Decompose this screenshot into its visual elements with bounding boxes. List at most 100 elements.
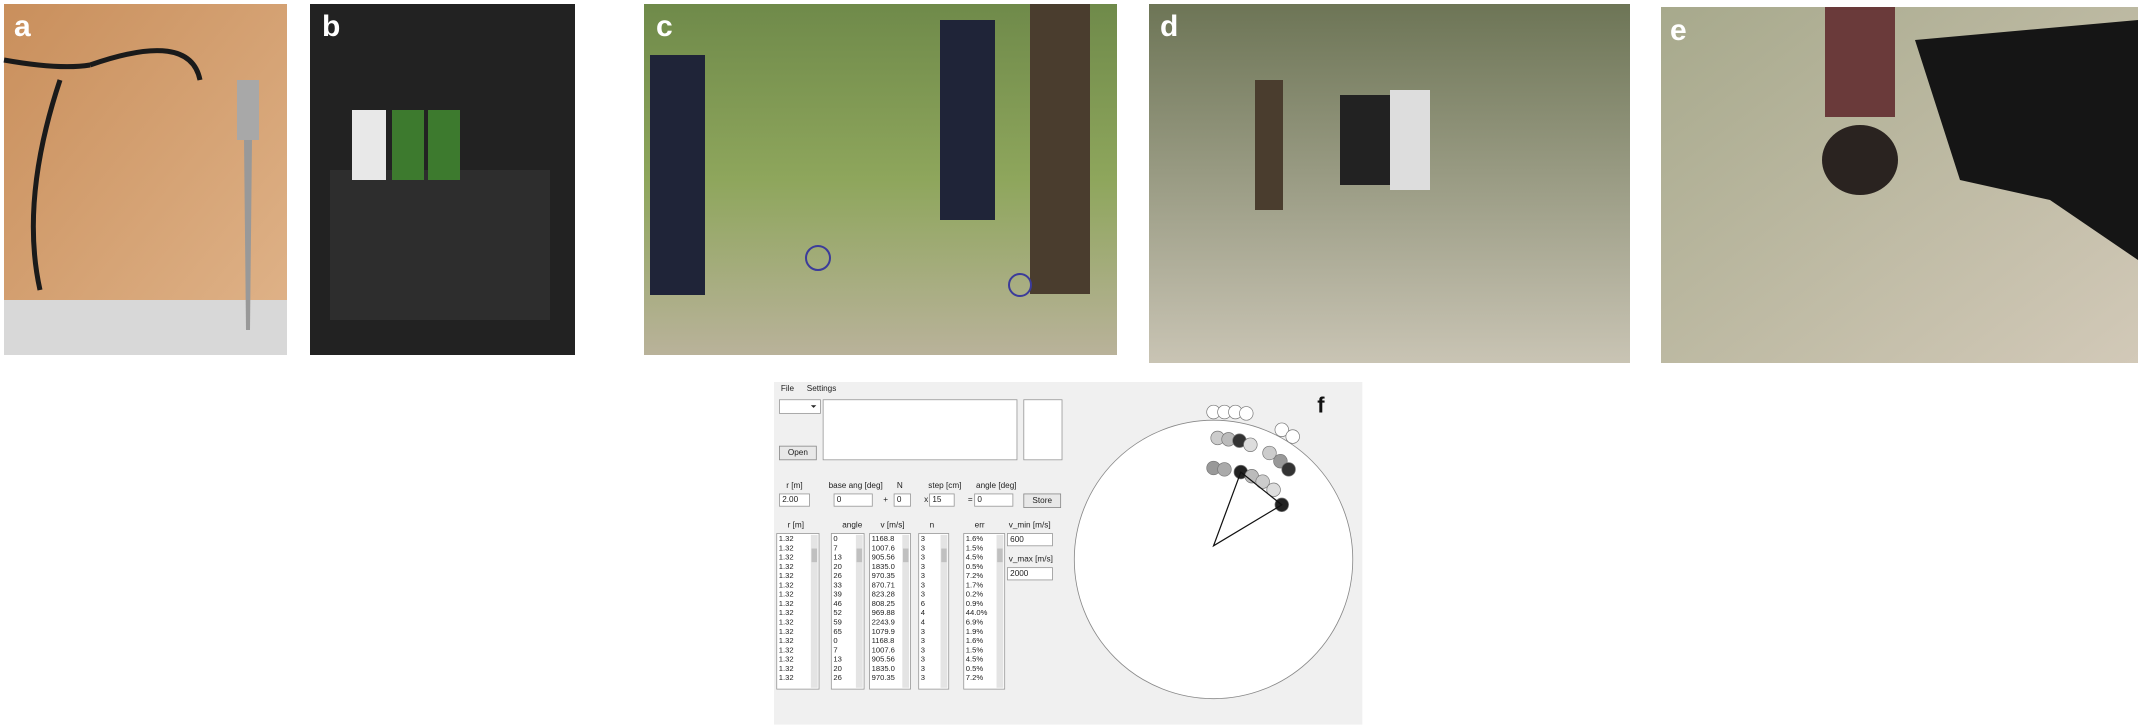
list-item[interactable]: 1.32 (779, 590, 794, 599)
list-item[interactable]: 4.5% (966, 655, 984, 664)
list-item[interactable]: 1.6% (966, 636, 984, 645)
list-item[interactable]: 7 (833, 645, 837, 654)
list-item[interactable]: 1168.8 (872, 534, 895, 543)
list-item[interactable]: 1.32 (779, 534, 794, 543)
list-item[interactable]: 26 (833, 673, 841, 682)
column-header: err (975, 520, 985, 529)
scroll-thumb[interactable] (941, 549, 946, 563)
param-value[interactable]: 0 (977, 495, 982, 504)
list-item[interactable]: 1.32 (779, 636, 794, 645)
list-item[interactable]: 1.32 (779, 562, 794, 571)
list-item[interactable]: 3 (921, 553, 925, 562)
list-item[interactable]: 1835.0 (872, 562, 895, 571)
list-item[interactable]: 808.25 (872, 599, 895, 608)
list-item[interactable]: 20 (833, 664, 841, 673)
list-item[interactable]: 3 (921, 645, 925, 654)
button-label[interactable]: Store (1032, 496, 1052, 505)
list-item[interactable]: 0.5% (966, 664, 984, 673)
list-item[interactable]: 7.2% (966, 673, 984, 682)
column-header: angle (842, 520, 862, 529)
list-item[interactable]: 1.32 (779, 571, 794, 580)
list-item[interactable]: 1.5% (966, 645, 984, 654)
list-item[interactable]: 1.32 (779, 608, 794, 617)
list-item[interactable]: 44.0% (966, 608, 988, 617)
list-item[interactable]: 1.32 (779, 673, 794, 682)
list-item[interactable]: 1007.6 (872, 543, 895, 552)
list-item[interactable]: 6.9% (966, 618, 984, 627)
list-item[interactable]: 33 (833, 580, 841, 589)
param-value[interactable]: 0 (837, 495, 842, 504)
list-item[interactable]: 870.71 (872, 580, 895, 589)
list-item[interactable]: 905.56 (872, 655, 895, 664)
list-item[interactable]: 65 (833, 627, 841, 636)
list-item[interactable]: 1.32 (779, 618, 794, 627)
list-item[interactable]: 823.28 (872, 590, 895, 599)
list-item[interactable]: 1.7% (966, 580, 984, 589)
list-item[interactable]: 7.2% (966, 571, 984, 580)
vmin-value[interactable]: 600 (1010, 535, 1024, 544)
list-item[interactable]: 0 (833, 534, 837, 543)
list-item[interactable]: 3 (921, 627, 925, 636)
list-item[interactable]: 1.5% (966, 543, 984, 552)
list-item[interactable]: 0 (833, 636, 837, 645)
param-value[interactable]: 0 (897, 495, 902, 504)
list-item[interactable]: 6 (921, 599, 925, 608)
list-item[interactable]: 13 (833, 553, 841, 562)
list-item[interactable]: 3 (921, 636, 925, 645)
list-item[interactable]: 4 (921, 608, 926, 617)
scroll-thumb[interactable] (903, 549, 908, 563)
list-item[interactable]: 46 (833, 599, 841, 608)
list-item[interactable]: 20 (833, 562, 841, 571)
operator: x (924, 495, 928, 504)
text-area[interactable] (823, 400, 1017, 460)
list-item[interactable]: 3 (921, 590, 925, 599)
list-item[interactable]: 970.35 (872, 673, 895, 682)
list-item[interactable]: 1.32 (779, 580, 794, 589)
menu-item[interactable]: File (781, 384, 795, 393)
param-value[interactable]: 2.00 (782, 495, 798, 504)
list-item[interactable]: 905.56 (872, 553, 895, 562)
list-item[interactable]: 3 (921, 571, 925, 580)
list-item[interactable]: 26 (833, 571, 841, 580)
list-item[interactable]: 1.32 (779, 543, 794, 552)
list-item[interactable]: 1.32 (779, 599, 794, 608)
list-item[interactable]: 3 (921, 543, 925, 552)
list-item[interactable]: 1.32 (779, 553, 794, 562)
list-item[interactable]: 0.2% (966, 590, 984, 599)
param-value[interactable]: 15 (932, 495, 942, 504)
list-item[interactable]: 1835.0 (872, 664, 895, 673)
list-item[interactable]: 4 (921, 618, 926, 627)
list-item[interactable]: 1.6% (966, 534, 984, 543)
list-item[interactable]: 1.32 (779, 645, 794, 654)
list-item[interactable]: 1.32 (779, 664, 794, 673)
list-item[interactable]: 1007.6 (872, 645, 895, 654)
list-item[interactable]: 2243.9 (872, 618, 895, 627)
list-item[interactable]: 3 (921, 562, 925, 571)
list-item[interactable]: 3 (921, 673, 925, 682)
list-item[interactable]: 52 (833, 608, 841, 617)
list-item[interactable]: 3 (921, 580, 925, 589)
list-item[interactable]: 59 (833, 618, 841, 627)
list-item[interactable]: 3 (921, 664, 925, 673)
list-item[interactable]: 1168.8 (872, 636, 895, 645)
list-item[interactable]: 970.35 (872, 571, 895, 580)
list-item[interactable]: 0.5% (966, 562, 984, 571)
list-item[interactable]: 1079.9 (872, 627, 895, 636)
list-item[interactable]: 39 (833, 590, 841, 599)
vmax-value[interactable]: 2000 (1010, 569, 1029, 578)
list-item[interactable]: 1.32 (779, 655, 794, 664)
list-item[interactable]: 13 (833, 655, 841, 664)
list-item[interactable]: 7 (833, 543, 837, 552)
scroll-thumb[interactable] (812, 549, 817, 563)
scroll-thumb[interactable] (857, 549, 862, 563)
list-item[interactable]: 1.9% (966, 627, 984, 636)
list-item[interactable]: 969.88 (872, 608, 895, 617)
list-item[interactable]: 4.5% (966, 553, 984, 562)
scroll-thumb[interactable] (997, 549, 1002, 563)
list-item[interactable]: 0.9% (966, 599, 984, 608)
list-item[interactable]: 3 (921, 655, 925, 664)
menu-item[interactable]: Settings (807, 384, 837, 393)
button-label[interactable]: Open (788, 448, 808, 457)
list-item[interactable]: 1.32 (779, 627, 794, 636)
list-item[interactable]: 3 (921, 534, 925, 543)
